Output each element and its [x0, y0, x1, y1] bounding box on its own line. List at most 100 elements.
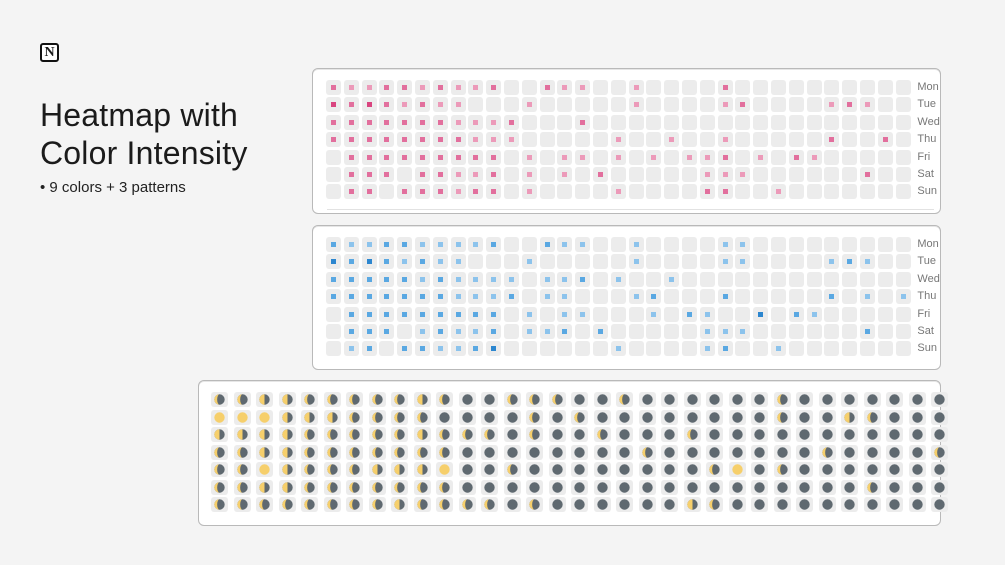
heatmap-cell[interactable]	[521, 97, 537, 113]
heatmap-cell[interactable]	[504, 149, 519, 165]
heatmap-cell[interactable]	[413, 462, 431, 477]
heatmap-cell[interactable]	[877, 341, 893, 357]
heatmap-cell[interactable]	[575, 289, 591, 305]
heatmap-cell[interactable]	[415, 271, 430, 287]
heatmap-cell[interactable]	[638, 497, 656, 512]
heatmap-cell[interactable]	[706, 427, 723, 442]
heatmap-cell[interactable]	[323, 392, 341, 407]
heatmap-cell[interactable]	[717, 167, 733, 182]
heatmap-cell[interactable]	[638, 427, 656, 442]
heatmap-cell[interactable]	[301, 462, 318, 477]
heatmap-cell[interactable]	[646, 114, 662, 130]
heatmap-cell[interactable]	[593, 341, 608, 357]
heatmap-cell[interactable]	[521, 114, 537, 130]
heatmap-cell[interactable]	[788, 80, 804, 95]
heatmap-cell[interactable]	[661, 392, 678, 407]
heatmap-cell[interactable]	[397, 114, 413, 130]
heatmap-cell[interactable]	[539, 306, 555, 322]
heatmap-cell[interactable]	[526, 392, 543, 407]
heatmap-cell[interactable]	[575, 324, 591, 339]
heatmap-cell[interactable]	[682, 114, 697, 130]
heatmap-cell[interactable]	[343, 341, 359, 357]
heatmap-cell[interactable]	[728, 392, 746, 407]
heatmap-cell[interactable]	[379, 289, 395, 305]
heatmap-cell[interactable]	[771, 167, 786, 182]
heatmap-cell[interactable]	[699, 324, 715, 339]
heatmap-cell[interactable]	[735, 289, 751, 305]
heatmap-cell[interactable]	[824, 341, 840, 357]
heatmap-cell[interactable]	[343, 237, 359, 252]
heatmap-cell[interactable]	[683, 497, 701, 512]
heatmap-cell[interactable]	[432, 254, 448, 270]
heatmap-cell[interactable]	[571, 462, 588, 477]
heatmap-cell[interactable]	[699, 167, 715, 182]
heatmap-cell[interactable]	[450, 271, 466, 287]
heatmap-cell[interactable]	[824, 97, 840, 113]
heatmap-cell[interactable]	[771, 289, 786, 305]
heatmap-cell[interactable]	[211, 497, 228, 512]
heatmap-cell[interactable]	[361, 149, 377, 165]
heatmap-cell[interactable]	[771, 184, 786, 200]
heatmap-cell[interactable]	[646, 132, 662, 148]
heatmap-cell[interactable]	[788, 132, 804, 148]
heatmap-cell[interactable]	[877, 271, 893, 287]
heatmap-cell[interactable]	[806, 114, 822, 130]
heatmap-cell[interactable]	[824, 254, 840, 270]
heatmap-cell[interactable]	[661, 497, 678, 512]
heatmap-cell[interactable]	[413, 392, 431, 407]
heatmap-cell[interactable]	[450, 324, 466, 339]
heatmap-cell[interactable]	[593, 237, 608, 252]
heatmap-cell[interactable]	[699, 114, 715, 130]
heatmap-cell[interactable]	[610, 306, 626, 322]
heatmap-cell[interactable]	[368, 409, 386, 425]
heatmap-cell[interactable]	[728, 462, 746, 477]
heatmap-cell[interactable]	[610, 132, 626, 148]
heatmap-cell[interactable]	[818, 497, 836, 512]
heatmap-cell[interactable]	[682, 289, 697, 305]
heatmap-cell[interactable]	[664, 306, 680, 322]
heatmap-cell[interactable]	[842, 80, 858, 95]
heatmap-cell[interactable]	[593, 444, 611, 460]
heatmap-cell[interactable]	[728, 409, 746, 425]
heatmap-cell[interactable]	[557, 114, 573, 130]
heatmap-cell[interactable]	[771, 237, 786, 252]
heatmap-cell[interactable]	[450, 289, 466, 305]
heatmap-cell[interactable]	[751, 497, 768, 512]
heatmap-cell[interactable]	[728, 444, 746, 460]
heatmap-cell[interactable]	[753, 97, 769, 113]
heatmap-cell[interactable]	[575, 114, 591, 130]
heatmap-cell[interactable]	[557, 254, 573, 270]
heatmap-cell[interactable]	[796, 479, 813, 495]
heatmap-cell[interactable]	[788, 149, 804, 165]
heatmap-cell[interactable]	[877, 114, 893, 130]
heatmap-cell[interactable]	[504, 271, 519, 287]
heatmap-cell[interactable]	[735, 80, 751, 95]
heatmap-cell[interactable]	[638, 392, 656, 407]
heatmap-cell[interactable]	[593, 114, 608, 130]
heatmap-cell[interactable]	[526, 479, 543, 495]
heatmap-cell[interactable]	[895, 341, 911, 357]
heatmap-cell[interactable]	[841, 479, 858, 495]
heatmap-cell[interactable]	[646, 184, 662, 200]
heatmap-cell[interactable]	[539, 271, 555, 287]
heatmap-cell[interactable]	[593, 254, 608, 270]
heatmap-cell[interactable]	[323, 462, 341, 477]
heatmap-cell[interactable]	[301, 479, 318, 495]
heatmap-cell[interactable]	[481, 479, 498, 495]
heatmap-cell[interactable]	[450, 306, 466, 322]
heatmap-cell[interactable]	[788, 237, 804, 252]
heatmap-cell[interactable]	[504, 254, 519, 270]
heatmap-cell[interactable]	[842, 97, 858, 113]
heatmap-cell[interactable]	[664, 254, 680, 270]
heatmap-cell[interactable]	[504, 167, 519, 182]
heatmap-cell[interactable]	[682, 306, 697, 322]
heatmap-cell[interactable]	[877, 289, 893, 305]
heatmap-cell[interactable]	[458, 427, 476, 442]
heatmap-cell[interactable]	[771, 97, 786, 113]
heatmap-cell[interactable]	[842, 341, 858, 357]
heatmap-cell[interactable]	[521, 132, 537, 148]
heatmap-cell[interactable]	[432, 237, 448, 252]
heatmap-cell[interactable]	[391, 427, 408, 442]
heatmap-cell[interactable]	[361, 341, 377, 357]
heatmap-cell[interactable]	[751, 444, 768, 460]
